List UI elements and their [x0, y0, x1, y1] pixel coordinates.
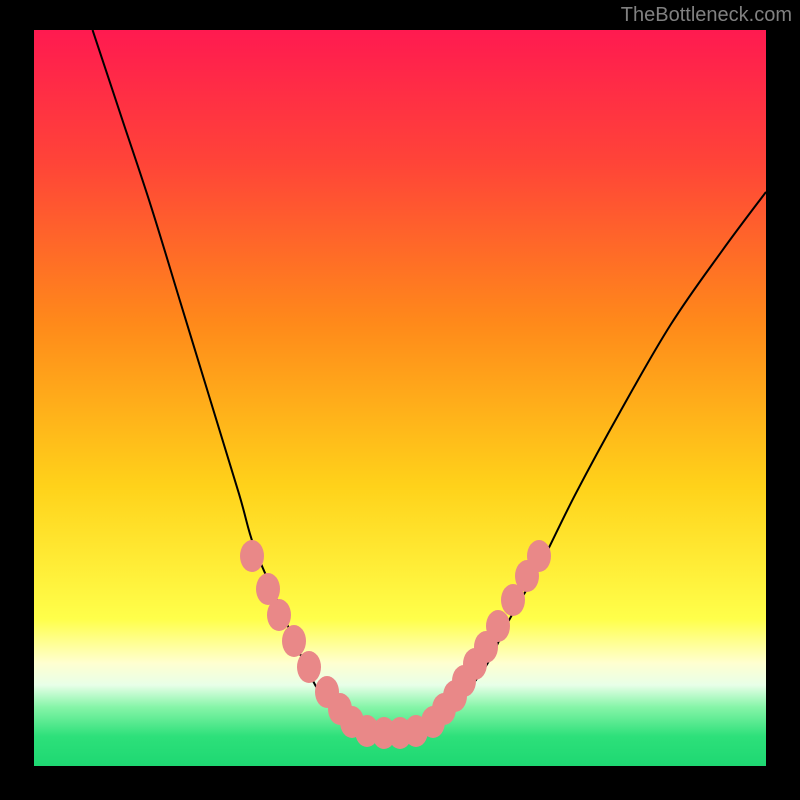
watermark-text: TheBottleneck.com: [621, 4, 792, 27]
marker-left-0: [240, 540, 264, 572]
marker-right-9: [527, 540, 551, 572]
curve-left: [93, 30, 364, 733]
curve-layer: [34, 30, 766, 766]
chart-plot-area: [34, 30, 766, 766]
marker-right-6: [486, 610, 510, 642]
marker-left-4: [297, 651, 321, 683]
